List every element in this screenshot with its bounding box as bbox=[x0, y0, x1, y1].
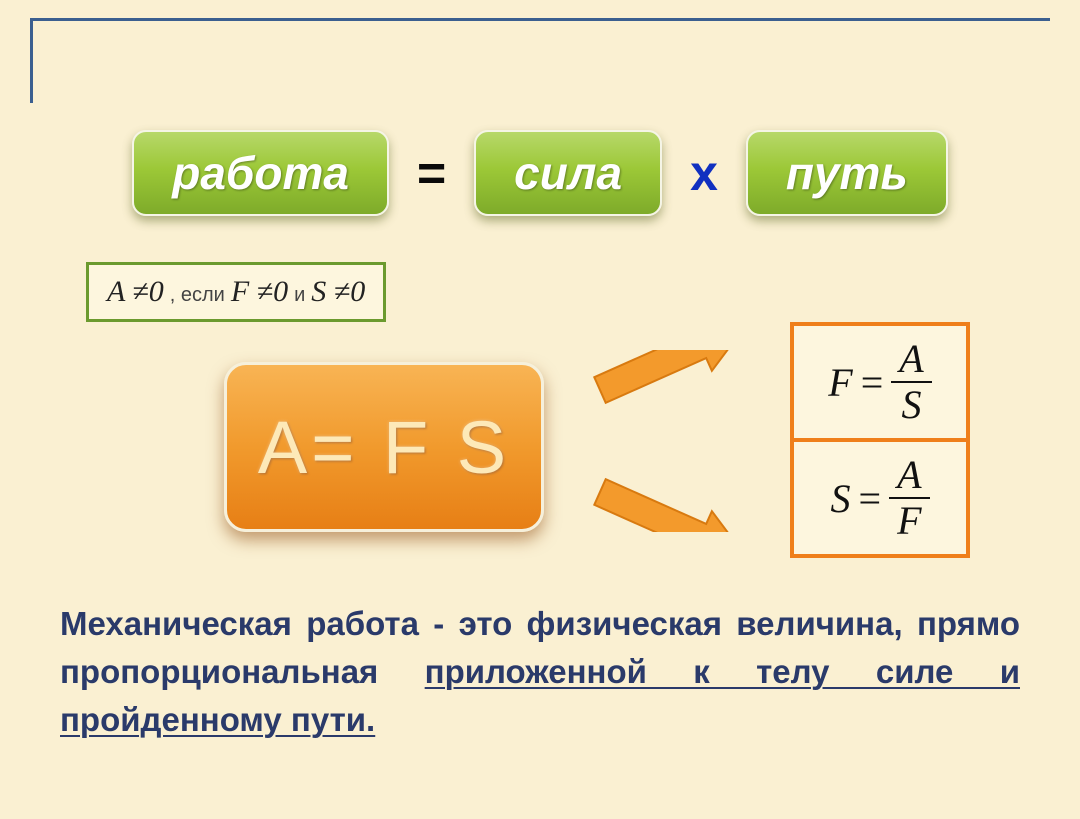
times-operator: x bbox=[690, 144, 718, 202]
main-formula-box: A= F S bbox=[224, 362, 544, 532]
f-den: S bbox=[894, 383, 930, 425]
f-lhs: F bbox=[828, 359, 852, 406]
cond-s: S ≠0 bbox=[311, 275, 365, 309]
s-den: F bbox=[889, 499, 929, 541]
definition-text: Механическая работа - это физическая вел… bbox=[60, 600, 1020, 744]
word-formula-row: работа = сила x путь bbox=[0, 130, 1080, 216]
s-eq: = bbox=[859, 475, 882, 522]
s-num: A bbox=[889, 455, 929, 497]
pill-force: сила bbox=[474, 130, 662, 216]
corner-frame bbox=[30, 18, 1050, 103]
main-formula-text: A= F S bbox=[258, 405, 510, 490]
arrow-up-icon bbox=[590, 350, 770, 430]
f-fraction: A S bbox=[891, 339, 931, 425]
s-lhs: S bbox=[831, 475, 851, 522]
cond-f: F ≠0 bbox=[231, 275, 288, 309]
cond-a: A ≠0 bbox=[107, 275, 164, 309]
arrow-down-icon bbox=[590, 452, 770, 532]
derived-s-box: S = A F bbox=[790, 438, 970, 558]
f-eq: = bbox=[861, 359, 884, 406]
f-num: A bbox=[891, 339, 931, 381]
derived-f-box: F = A S bbox=[790, 322, 970, 442]
derived-formula-stack: F = A S S = A F bbox=[790, 322, 970, 558]
cond-sep2: и bbox=[294, 284, 305, 307]
pill-work: работа bbox=[132, 130, 389, 216]
cond-sep1: , если bbox=[170, 284, 225, 307]
equals-operator: = bbox=[417, 144, 446, 202]
condition-box: A ≠0 , если F ≠0 и S ≠0 bbox=[86, 262, 386, 322]
s-fraction: A F bbox=[889, 455, 929, 541]
pill-path: путь bbox=[746, 130, 948, 216]
